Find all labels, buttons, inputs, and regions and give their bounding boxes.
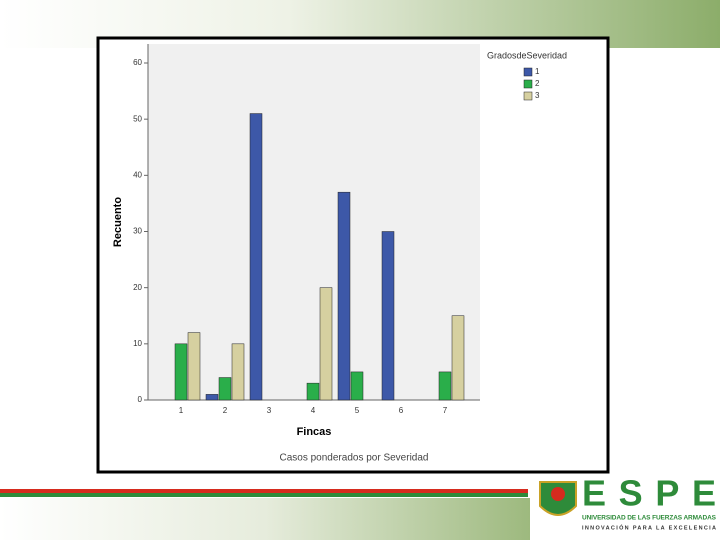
bar <box>350 371 364 401</box>
legend-swatch <box>523 79 533 89</box>
logo: ESPE UNIVERSIDAD DE LAS FUERZAS ARMADAS … <box>539 473 717 531</box>
bar <box>306 382 320 401</box>
logo-name: ESPE <box>582 473 716 514</box>
x-axis-label: Fincas <box>297 426 332 438</box>
x-tick-label: 4 <box>311 406 316 415</box>
logo-line2: INNOVACIÓN PARA LA EXCELENCIA <box>582 523 716 531</box>
y-tick-label: 20 <box>133 283 142 292</box>
bar <box>231 343 245 401</box>
bar <box>438 371 452 401</box>
bottom-band <box>0 498 530 540</box>
bar <box>319 287 333 401</box>
bar <box>381 231 395 401</box>
footnote: Casos ponderados por Severidad <box>280 453 429 464</box>
legend-label: 1 <box>535 67 540 76</box>
x-tick-label: 7 <box>443 406 448 415</box>
y-tick-label: 50 <box>133 114 142 123</box>
x-tick-label: 6 <box>399 406 404 415</box>
legend-title: GradosdeSeveridad <box>487 50 567 60</box>
bar <box>205 394 219 401</box>
red-stripe <box>0 489 528 493</box>
y-tick-label: 0 <box>138 395 143 404</box>
y-axis-label: Recuento <box>112 197 124 247</box>
x-tick-label: 1 <box>179 406 184 415</box>
logo-line1: UNIVERSIDAD DE LAS FUERZAS ARMADAS <box>582 515 717 522</box>
logo-emblem <box>551 487 565 501</box>
legend-label: 2 <box>535 79 540 88</box>
y-tick-label: 40 <box>133 170 142 179</box>
bar <box>337 191 351 401</box>
bar <box>187 332 201 401</box>
y-tick-label: 60 <box>133 58 142 67</box>
y-tick-label: 10 <box>133 339 142 348</box>
bar <box>174 343 188 401</box>
x-tick-label: 3 <box>267 406 272 415</box>
bar <box>218 377 232 401</box>
x-tick-label: 2 <box>223 406 228 415</box>
bar <box>249 113 263 401</box>
x-tick-label: 5 <box>355 406 360 415</box>
legend-swatch <box>523 91 533 101</box>
legend-label: 3 <box>535 91 540 100</box>
bar <box>451 315 465 401</box>
plot-area <box>148 44 480 400</box>
legend-swatch <box>523 67 533 77</box>
green-stripe <box>0 493 528 497</box>
y-tick-label: 30 <box>133 227 142 236</box>
